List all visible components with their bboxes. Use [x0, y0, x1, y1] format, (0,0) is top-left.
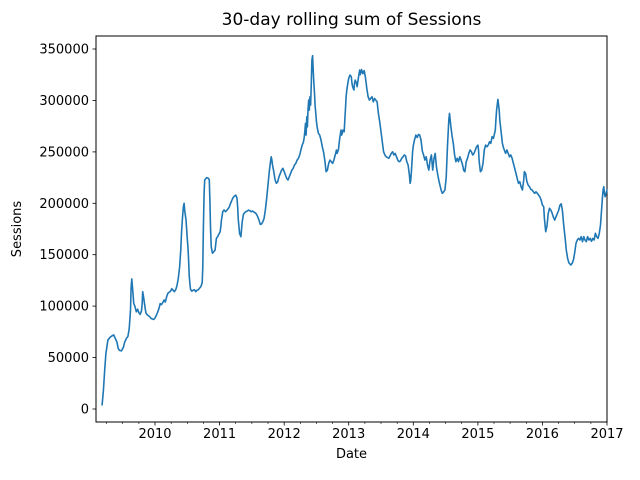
x-tick-label: 2014 [397, 427, 430, 442]
y-tick-label: 250000 [39, 145, 89, 160]
x-tick-label: 2016 [526, 427, 559, 442]
x-tick-label: 2015 [461, 427, 494, 442]
x-tick-label: 2012 [268, 427, 301, 442]
x-tick-label: 2013 [332, 427, 365, 442]
x-tick-label: 2017 [590, 427, 623, 442]
x-tick-label: 2011 [203, 427, 236, 442]
y-tick-label: 0 [81, 403, 89, 418]
x-axis-label: Date [336, 447, 367, 462]
y-tick-label: 100000 [39, 300, 89, 315]
y-tick-label: 50000 [48, 351, 89, 366]
y-tick-label: 150000 [39, 248, 89, 263]
x-tick-label: 2010 [138, 427, 171, 442]
chart-title: 30-day rolling sum of Sessions [222, 10, 482, 30]
axes-ticks: 0 50000 100000 150000 200000 250000 300000 3500… [39, 43, 623, 443]
sessions-line [101, 54, 608, 406]
y-tick-label: 200000 [39, 197, 89, 212]
y-axis-label: Sessions [10, 201, 25, 258]
y-tick-label: 300000 [39, 94, 89, 109]
y-tick-label: 350000 [39, 43, 89, 58]
plot-area [95, 35, 608, 423]
